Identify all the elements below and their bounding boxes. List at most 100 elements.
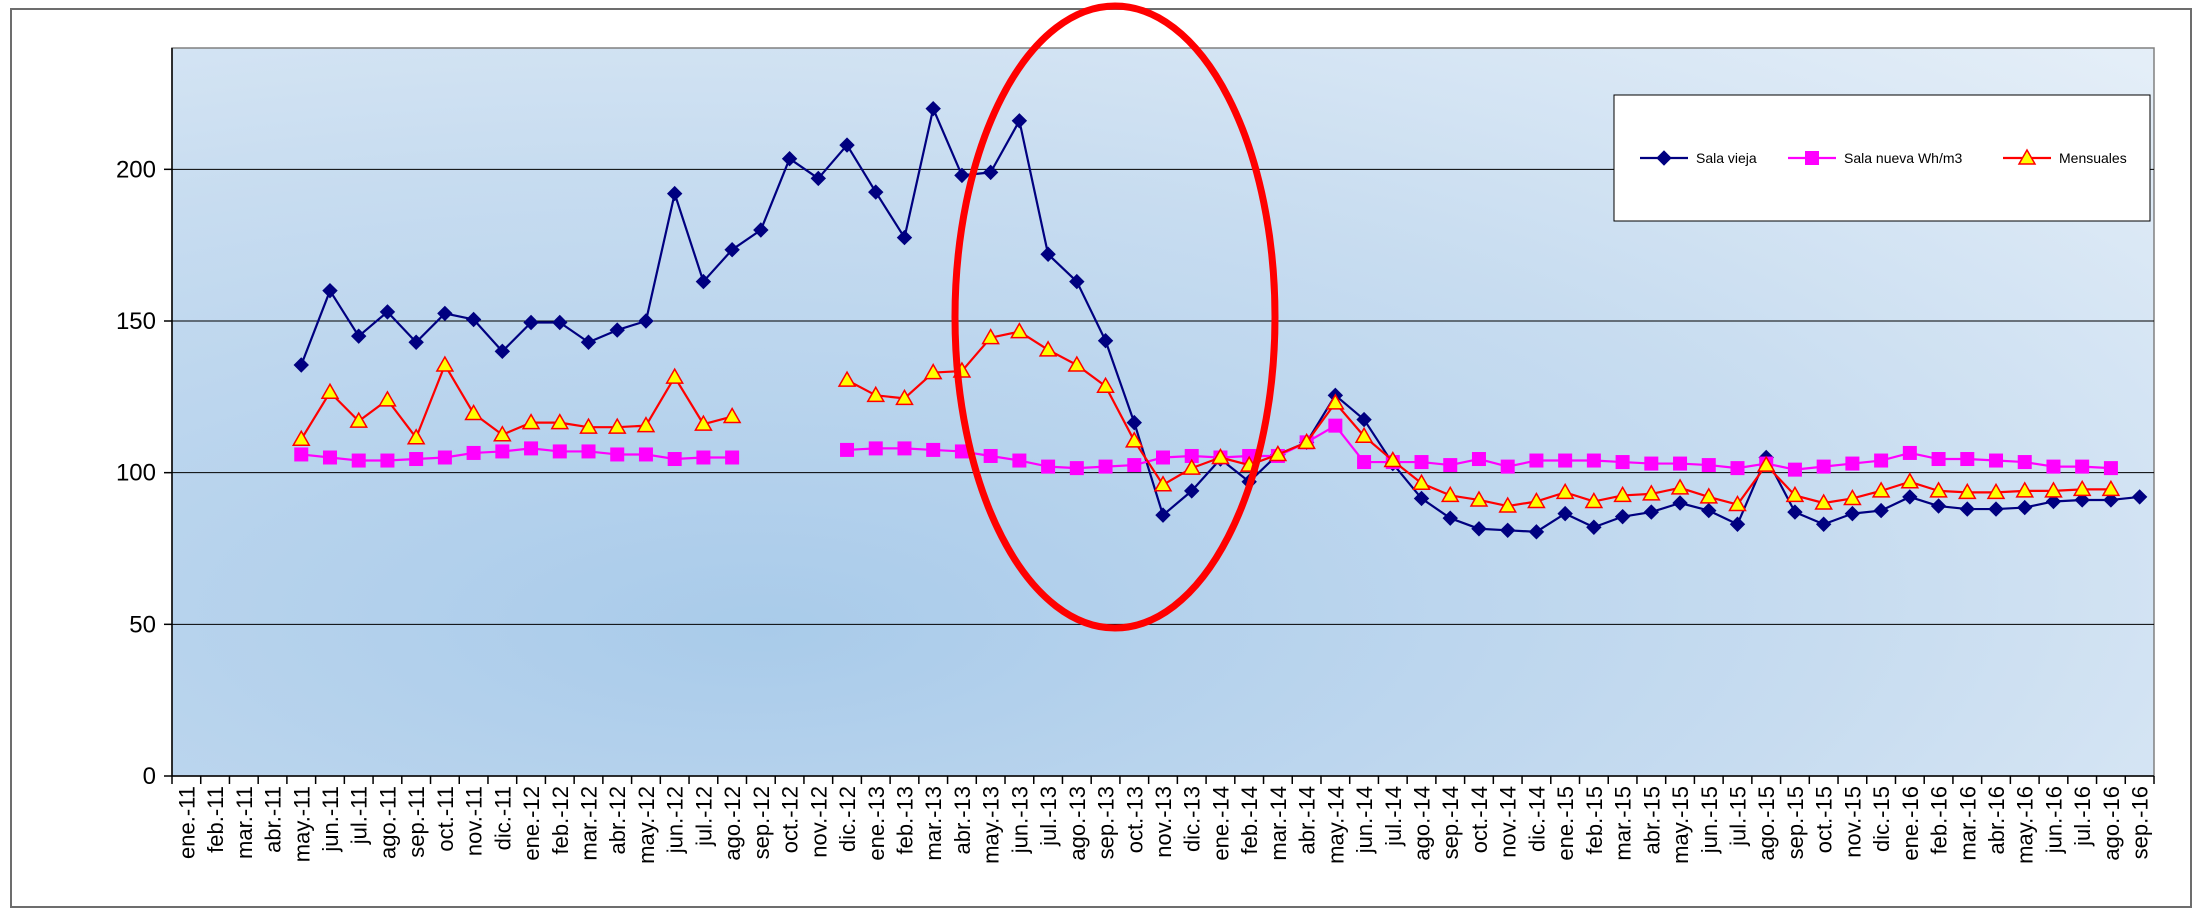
x-tick-label: jun.-13 xyxy=(1007,786,1032,854)
x-tick-label: ago.-12 xyxy=(720,786,745,861)
x-tick-label: jun.-12 xyxy=(663,786,688,854)
data-point xyxy=(1960,452,1975,467)
data-point xyxy=(523,314,539,331)
data-point xyxy=(1785,485,1805,503)
x-tick-label: may.-14 xyxy=(1323,786,1348,864)
data-point xyxy=(954,167,970,184)
x-tick-label: nov.-13 xyxy=(1151,786,1176,858)
x-tick-label: sep.-16 xyxy=(2128,786,2153,859)
data-point xyxy=(636,416,656,433)
x-tick-label: ago.-14 xyxy=(1410,786,1435,861)
x-tick-label: mar.-15 xyxy=(1611,786,1636,861)
data-point xyxy=(1211,447,1230,465)
y-tick-label: 50 xyxy=(129,611,156,638)
data-point xyxy=(1182,458,1202,475)
data-point xyxy=(1873,502,1889,519)
data-point xyxy=(322,282,338,299)
x-tick-label: may.-13 xyxy=(979,786,1004,864)
x-tick-label: may.-11 xyxy=(289,786,314,862)
legend-marker xyxy=(1656,150,1672,166)
data-point xyxy=(725,450,740,465)
data-point xyxy=(1268,444,1288,462)
data-point xyxy=(1843,488,1862,506)
data-point xyxy=(1328,418,1343,433)
data-point xyxy=(351,328,367,344)
data-point xyxy=(781,151,798,167)
data-point xyxy=(1871,481,1891,498)
data-point xyxy=(1672,495,1688,511)
data-point xyxy=(1814,493,1833,510)
data-point xyxy=(1787,504,1803,520)
data-point xyxy=(868,441,883,456)
x-tick-label: jul.-15 xyxy=(1725,786,1750,847)
data-point xyxy=(1586,453,1601,468)
x-tick-label: jul.-14 xyxy=(1381,786,1406,847)
data-point xyxy=(379,304,396,320)
data-point xyxy=(1069,461,1084,476)
data-point xyxy=(521,413,541,430)
data-point xyxy=(1844,505,1861,522)
data-point xyxy=(2044,481,2063,498)
data-point xyxy=(1471,521,1487,537)
data-point xyxy=(666,185,683,202)
x-tick-label: abr.-14 xyxy=(1295,786,1320,855)
legend-label: Sala vieja xyxy=(1696,150,1757,166)
x-tick-label: sep.-13 xyxy=(1094,786,1119,859)
x-tick-label: nov.-15 xyxy=(1840,786,1865,858)
data-point xyxy=(1357,455,1372,470)
data-point xyxy=(1067,355,1087,372)
data-point xyxy=(840,442,855,457)
data-point xyxy=(1959,501,1975,517)
x-tick-label: oct.-14 xyxy=(1467,786,1492,853)
data-point xyxy=(1555,482,1575,500)
x-tick-label: mar.-12 xyxy=(577,786,602,861)
data-point xyxy=(1499,522,1516,539)
data-point xyxy=(1124,431,1144,448)
data-point xyxy=(1642,484,1661,501)
data-point xyxy=(1730,461,1745,476)
legend-marker xyxy=(2017,148,2037,165)
x-tick-label: jul.-16 xyxy=(2070,786,2095,847)
data-point xyxy=(923,363,943,380)
data-point xyxy=(291,429,311,447)
series-line xyxy=(301,447,733,462)
data-point xyxy=(724,242,740,258)
data-point xyxy=(1701,458,1716,473)
data-point xyxy=(1153,475,1173,492)
x-tick-label: ene.-12 xyxy=(519,786,544,861)
data-point xyxy=(1383,451,1403,468)
data-point xyxy=(1670,478,1690,495)
highlight-ellipse xyxy=(951,2,1279,632)
data-point xyxy=(1787,462,1802,477)
data-point xyxy=(552,314,568,331)
data-point xyxy=(1527,491,1546,509)
data-point xyxy=(897,441,912,456)
data-point xyxy=(406,428,426,445)
x-tick-label: abr.-13 xyxy=(950,786,975,855)
data-point xyxy=(1644,456,1659,471)
data-point xyxy=(896,229,913,246)
data-point xyxy=(1156,450,1170,465)
data-point xyxy=(466,445,481,460)
y-tick-label: 0 xyxy=(143,763,156,790)
series-sala-vieja xyxy=(293,100,2148,540)
x-tick-label: ago.-15 xyxy=(1754,786,1779,861)
x-tick-label: jul.-11 xyxy=(347,786,372,845)
x-tick-label: ene.-13 xyxy=(864,786,889,861)
data-point xyxy=(294,447,309,462)
x-tick-label: ago.-13 xyxy=(1065,786,1090,861)
data-point xyxy=(1096,376,1115,393)
data-point xyxy=(349,411,369,428)
x-tick-label: jun.-16 xyxy=(2041,786,2066,854)
data-point xyxy=(1443,458,1458,473)
x-tick-label: ene.-15 xyxy=(1553,786,1578,861)
x-tick-label: mar.-13 xyxy=(921,786,946,861)
data-point xyxy=(2046,459,2061,474)
data-point xyxy=(2017,455,2032,470)
data-point xyxy=(1729,516,1746,532)
data-point xyxy=(1528,524,1545,540)
data-point xyxy=(1500,459,1515,474)
x-tick-label: ene.-11 xyxy=(174,786,199,859)
data-point xyxy=(810,170,827,187)
